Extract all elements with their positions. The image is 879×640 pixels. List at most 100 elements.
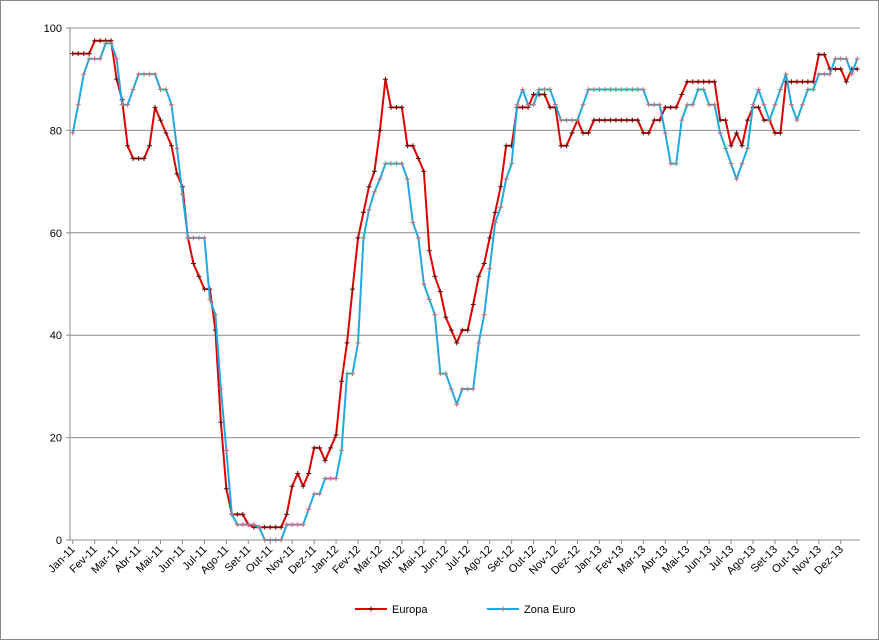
point-marker	[728, 143, 734, 149]
point-marker	[415, 235, 421, 241]
point-marker	[350, 286, 356, 292]
point-marker	[344, 340, 350, 346]
point-marker	[728, 161, 734, 167]
point-marker	[322, 476, 328, 482]
point-marker	[207, 296, 213, 302]
point-marker	[75, 102, 81, 108]
point-marker	[854, 66, 860, 72]
point-marker	[635, 86, 641, 92]
point-marker	[361, 209, 367, 215]
point-marker	[454, 340, 460, 346]
point-marker	[470, 301, 476, 307]
point-marker	[240, 511, 246, 517]
point-marker	[629, 86, 635, 92]
point-marker	[662, 130, 668, 136]
point-marker	[712, 102, 718, 108]
point-marker	[136, 71, 142, 77]
point-marker	[174, 145, 180, 151]
point-marker	[624, 86, 630, 92]
point-marker	[317, 491, 323, 497]
point-marker	[547, 104, 553, 110]
point-marker	[218, 419, 224, 425]
point-marker	[832, 56, 838, 62]
point-marker	[333, 476, 339, 482]
point-marker	[443, 371, 449, 377]
point-marker	[410, 143, 416, 149]
point-marker	[70, 51, 76, 57]
point-marker	[234, 522, 240, 528]
point-marker	[756, 86, 762, 92]
point-marker	[300, 483, 306, 489]
point-marker	[86, 51, 92, 57]
point-marker	[563, 117, 569, 123]
point-marker	[580, 102, 586, 108]
point-marker	[563, 143, 569, 149]
point-marker	[717, 130, 723, 136]
point-marker	[542, 86, 548, 92]
point-marker	[339, 447, 345, 453]
point-marker	[481, 261, 487, 267]
point-marker	[125, 143, 131, 149]
point-marker	[777, 130, 783, 136]
point-marker	[97, 38, 103, 44]
point-marker	[267, 537, 273, 543]
point-marker	[399, 104, 405, 110]
point-marker	[470, 386, 476, 392]
point-marker	[240, 522, 246, 528]
point-marker	[147, 143, 153, 149]
point-marker	[525, 102, 531, 108]
point-marker	[673, 104, 679, 110]
point-marker	[92, 56, 98, 62]
point-marker	[377, 176, 383, 182]
point-marker	[498, 204, 504, 210]
point-marker	[196, 235, 202, 241]
point-marker	[81, 51, 87, 57]
point-marker	[273, 524, 279, 530]
point-marker	[256, 524, 262, 530]
point-marker	[646, 102, 652, 108]
point-marker	[810, 79, 816, 85]
point-marker	[339, 378, 345, 384]
point-marker	[70, 130, 76, 136]
point-marker	[558, 117, 564, 123]
point-marker	[476, 273, 482, 279]
point-marker	[739, 161, 745, 167]
point-marker	[295, 470, 301, 476]
point-marker	[788, 102, 794, 108]
point-marker	[805, 79, 811, 85]
point-marker	[229, 511, 235, 517]
point-marker	[371, 189, 377, 195]
point-marker	[734, 176, 740, 182]
point-marker	[542, 92, 548, 98]
point-marker	[377, 127, 383, 133]
point-marker	[745, 117, 751, 123]
point-marker	[393, 161, 399, 167]
point-marker	[772, 102, 778, 108]
point-marker	[152, 71, 158, 77]
point-marker	[536, 86, 542, 92]
point-marker	[168, 143, 174, 149]
point-marker	[569, 130, 575, 136]
point-marker	[810, 86, 816, 92]
point-marker	[701, 79, 707, 85]
point-marker	[108, 40, 114, 46]
point-marker	[465, 327, 471, 333]
point-marker	[492, 220, 498, 226]
point-marker	[838, 66, 844, 72]
point-marker	[772, 130, 778, 136]
legend-marker	[368, 606, 374, 612]
point-marker	[580, 130, 586, 136]
point-marker	[777, 86, 783, 92]
point-marker	[805, 86, 811, 92]
point-marker	[432, 273, 438, 279]
point-marker	[553, 102, 559, 108]
point-marker	[141, 156, 147, 162]
point-marker	[262, 537, 268, 543]
y-tick-label: 60	[50, 228, 62, 240]
point-marker	[201, 286, 207, 292]
point-marker	[130, 156, 136, 162]
point-marker	[624, 117, 630, 123]
point-marker	[426, 248, 432, 254]
point-marker	[569, 117, 575, 123]
point-marker	[311, 445, 317, 451]
